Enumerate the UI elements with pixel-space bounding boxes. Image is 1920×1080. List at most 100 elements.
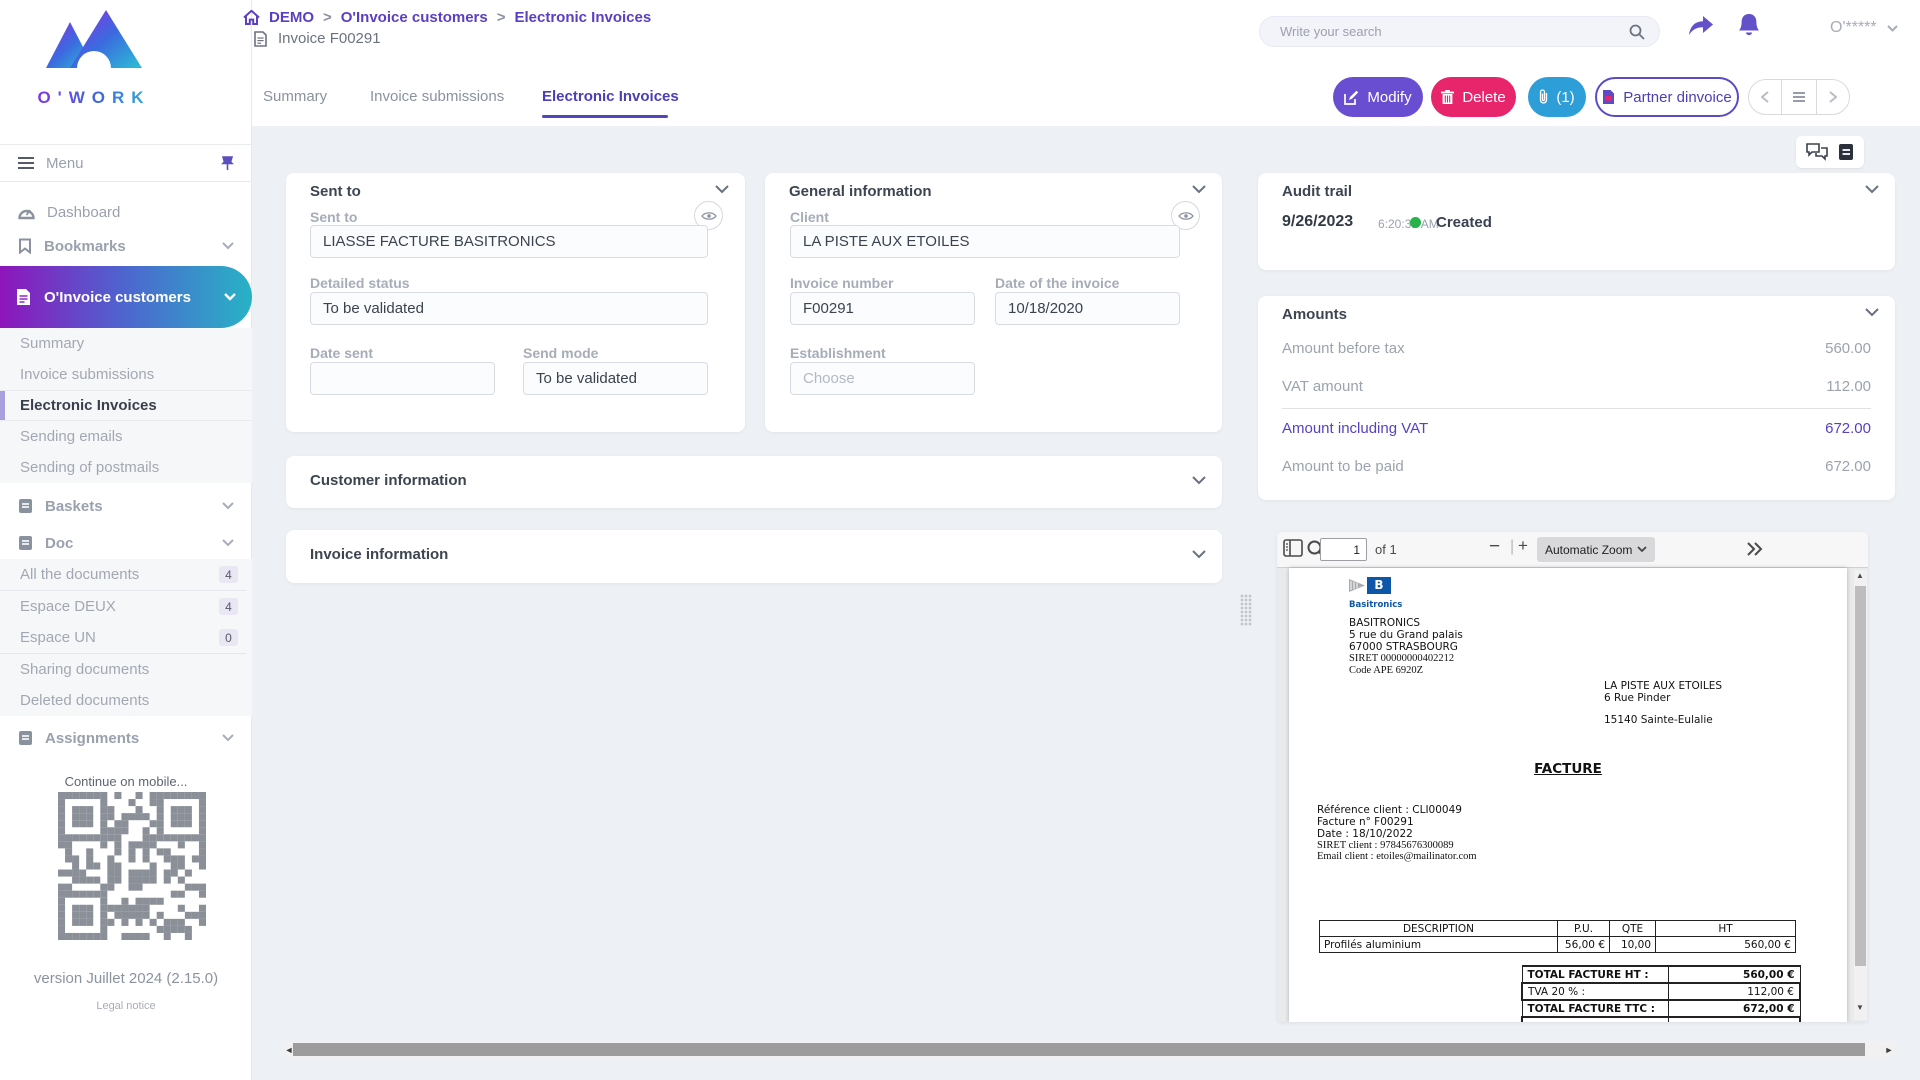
modify-button[interactable]: Modify xyxy=(1333,77,1423,117)
delete-button[interactable]: Delete xyxy=(1431,77,1516,117)
submenu-sending-emails[interactable]: Sending emails xyxy=(20,428,123,445)
chevron-down-icon xyxy=(222,734,234,742)
user-label: O'***** xyxy=(1830,19,1877,36)
scroll-up-arrow[interactable]: ▲ xyxy=(1856,571,1864,580)
home-icon[interactable] xyxy=(243,10,260,25)
buyer-city: 15140 Sainte-Eulalie xyxy=(1604,714,1713,726)
sidebar-item-baskets[interactable]: Baskets xyxy=(0,490,252,522)
submenu-sending-postmails[interactable]: Sending of postmails xyxy=(20,459,160,476)
pin-icon[interactable] xyxy=(221,155,234,171)
page-number-input[interactable] xyxy=(1320,538,1367,561)
breadcrumb-level1[interactable]: O'Invoice customers xyxy=(340,9,488,26)
invoice-date-field[interactable]: 10/18/2020 xyxy=(995,292,1180,325)
submenu-sharing-documents[interactable]: Sharing documents xyxy=(20,661,150,678)
document-icon xyxy=(254,30,267,47)
legal-notice-link[interactable]: Legal notice xyxy=(96,1000,156,1012)
scroll-left-arrow[interactable]: ◄ xyxy=(284,1044,294,1055)
page-subtitle: Invoice F00291 xyxy=(278,30,381,47)
date-sent-field[interactable] xyxy=(310,362,495,395)
main-content: Sent to Sent to LIASSE FACTURE BASITRONI… xyxy=(252,126,1920,1080)
record-list-button[interactable] xyxy=(1782,79,1816,115)
partial-row xyxy=(1521,1016,1801,1022)
chevron-down-icon[interactable] xyxy=(1865,308,1879,317)
divider xyxy=(1282,408,1871,409)
sidebar-item-label: Doc xyxy=(45,534,74,552)
submenu-invoice-submissions[interactable]: Invoice submissions xyxy=(20,366,155,383)
chevron-down-icon[interactable] xyxy=(1865,185,1879,194)
field-label: Establishment xyxy=(790,345,886,361)
toolbar-more-icon[interactable] xyxy=(1747,542,1763,556)
customer-information-panel[interactable]: Customer information xyxy=(286,456,1222,508)
send-mode-field[interactable]: To be validated xyxy=(523,362,708,395)
breadcrumb-level2[interactable]: Electronic Invoices xyxy=(514,9,652,26)
sidebar-toggle-icon[interactable] xyxy=(1283,539,1303,557)
tab-summary[interactable]: Summary xyxy=(263,88,328,105)
pdf-scroll-thumb[interactable] xyxy=(1855,586,1866,966)
chevron-left-icon xyxy=(1761,91,1769,103)
attachments-button[interactable]: (1) xyxy=(1528,77,1586,117)
partner-dinvoice-button[interactable]: Partner dinvoice xyxy=(1595,77,1739,117)
next-record-button[interactable] xyxy=(1816,79,1850,115)
search-input[interactable] xyxy=(1280,24,1629,39)
caret-down-icon xyxy=(1886,24,1898,32)
sidebar-item-doc[interactable]: Doc xyxy=(0,527,252,559)
app-logo[interactable]: O'WORK xyxy=(24,10,164,108)
chevron-right-icon xyxy=(1829,91,1837,103)
chevron-down-icon[interactable] xyxy=(715,185,729,194)
tab-electronic-invoices[interactable]: Electronic Invoices xyxy=(542,88,679,105)
scroll-down-arrow[interactable]: ▼ xyxy=(1856,1003,1864,1012)
logo-letter: B xyxy=(1367,577,1391,594)
horizontal-scroll-thumb[interactable] xyxy=(293,1043,1865,1056)
sidebar-item-assignments[interactable]: Assignments xyxy=(0,722,252,754)
client-field[interactable]: LA PISTE AUX ETOILES xyxy=(790,225,1180,258)
submenu-electronic-invoices[interactable]: Electronic Invoices xyxy=(0,390,252,421)
menu-toggle[interactable]: Menu xyxy=(0,144,252,182)
amount-row: VAT amount 112.00 xyxy=(1282,378,1871,395)
invoice-number-field[interactable]: F00291 xyxy=(790,292,975,325)
sidebar-item-bookmarks[interactable]: Bookmarks xyxy=(0,230,252,262)
breadcrumb-separator: > xyxy=(496,9,506,26)
chevron-down-icon[interactable] xyxy=(1192,185,1206,194)
detailed-status-field[interactable]: To be validated xyxy=(310,292,708,325)
ref-client: Référence client : CLI00049 xyxy=(1317,804,1462,816)
pdf-vertical-scrollbar[interactable]: ▲ ▼ xyxy=(1854,570,1867,1020)
field-label: Invoice number xyxy=(790,275,894,291)
zoom-out-button[interactable]: − xyxy=(1489,536,1501,557)
chevron-down-icon[interactable] xyxy=(1192,476,1206,485)
sent-to-panel: Sent to Sent to LIASSE FACTURE BASITRONI… xyxy=(286,173,745,432)
breadcrumb-home[interactable]: DEMO xyxy=(269,9,314,26)
page-count-label: of 1 xyxy=(1375,542,1397,557)
register-icon[interactable] xyxy=(1838,143,1854,161)
sidebar-item-label: Dashboard xyxy=(47,203,121,221)
establishment-field[interactable]: Choose xyxy=(790,362,975,395)
sidebar-item-oinvoice-customers[interactable]: O'Invoice customers xyxy=(0,266,252,328)
sent-to-field[interactable]: LIASSE FACTURE BASITRONICS xyxy=(310,225,708,258)
pdf-page: B Basitronics BASITRONICS 5 rue du Grand… xyxy=(1289,568,1847,1022)
panel-resize-handle[interactable] xyxy=(1240,594,1252,626)
sidebar-item-dashboard[interactable]: Dashboard xyxy=(0,196,252,228)
notifications-bell-icon[interactable] xyxy=(1738,13,1760,38)
submenu-espace-un[interactable]: Espace UN 0 xyxy=(0,622,252,653)
search-icon[interactable] xyxy=(1629,24,1645,40)
comments-icon[interactable] xyxy=(1806,143,1828,161)
sidebar-item-label: Bookmarks xyxy=(44,237,126,255)
submenu-all-documents[interactable]: All the documents 4 xyxy=(0,559,252,590)
zoom-select[interactable]: Automatic Zoom xyxy=(1537,537,1655,562)
field-label: Client xyxy=(790,209,829,225)
user-menu[interactable]: O'***** xyxy=(1830,19,1898,37)
breadcrumb: DEMO > O'Invoice customers > Electronic … xyxy=(243,9,651,26)
breadcrumb-separator: > xyxy=(323,9,332,26)
submenu-espace-deux[interactable]: Espace DEUX 4 xyxy=(0,591,252,622)
submenu-deleted-documents[interactable]: Deleted documents xyxy=(20,692,150,709)
scroll-right-arrow[interactable]: ► xyxy=(1884,1044,1894,1055)
header: DEMO > O'Invoice customers > Electronic … xyxy=(243,0,1920,126)
seller-name: BASITRONICS xyxy=(1349,617,1421,629)
invoice-information-panel[interactable]: Invoice information xyxy=(286,530,1222,583)
share-icon[interactable] xyxy=(1688,15,1714,37)
zoom-in-button[interactable]: + xyxy=(1518,536,1528,555)
horizontal-scrollbar[interactable]: ◄ ► xyxy=(283,1042,1895,1057)
chevron-down-icon[interactable] xyxy=(1192,550,1206,559)
prev-record-button[interactable] xyxy=(1748,79,1782,115)
tab-invoice-submissions[interactable]: Invoice submissions xyxy=(370,88,505,105)
submenu-summary[interactable]: Summary xyxy=(20,335,85,352)
